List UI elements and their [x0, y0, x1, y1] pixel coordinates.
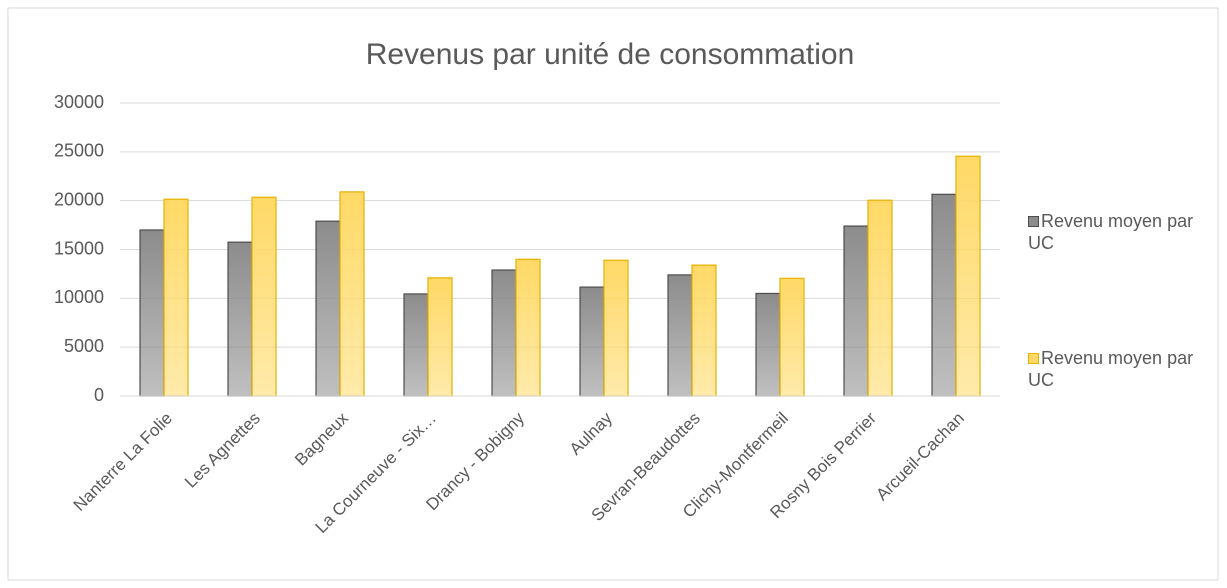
bar: [491, 269, 517, 397]
bar: [163, 198, 189, 397]
y-tick-label: 5000: [64, 336, 104, 356]
bar: [603, 259, 629, 397]
legend-entry: Revenu moyen par UC: [1028, 210, 1218, 254]
legend-entry: Revenu moyen par UC: [1028, 347, 1218, 391]
bar: [139, 229, 165, 397]
bar: [403, 293, 429, 397]
bar: [955, 155, 981, 397]
bar: [843, 225, 869, 397]
bar: [867, 199, 893, 397]
legend-label: Revenu moyen par UC: [1028, 211, 1194, 253]
bar: [691, 264, 717, 397]
bar: [515, 258, 541, 397]
y-tick-label: 15000: [54, 238, 104, 258]
bar: [251, 196, 277, 397]
bar: [779, 277, 805, 397]
legend-swatch: [1028, 216, 1039, 227]
legend-label: Revenu moyen par UC: [1028, 348, 1194, 390]
legend-swatch: [1028, 353, 1039, 364]
bar: [315, 220, 341, 397]
bar: [227, 241, 253, 397]
chart-title: Revenus par unité de consommation: [366, 38, 855, 71]
bar: [667, 274, 693, 397]
y-tick-label: 20000: [54, 189, 104, 209]
bar: [931, 193, 957, 397]
bar: [579, 286, 605, 397]
bar: [339, 191, 365, 397]
y-tick-label: 0: [94, 385, 104, 405]
y-tick-label: 25000: [54, 141, 104, 161]
y-tick-label: 30000: [54, 92, 104, 112]
y-tick-label: 10000: [54, 287, 104, 307]
bar: [427, 277, 453, 397]
bar: [755, 292, 781, 397]
